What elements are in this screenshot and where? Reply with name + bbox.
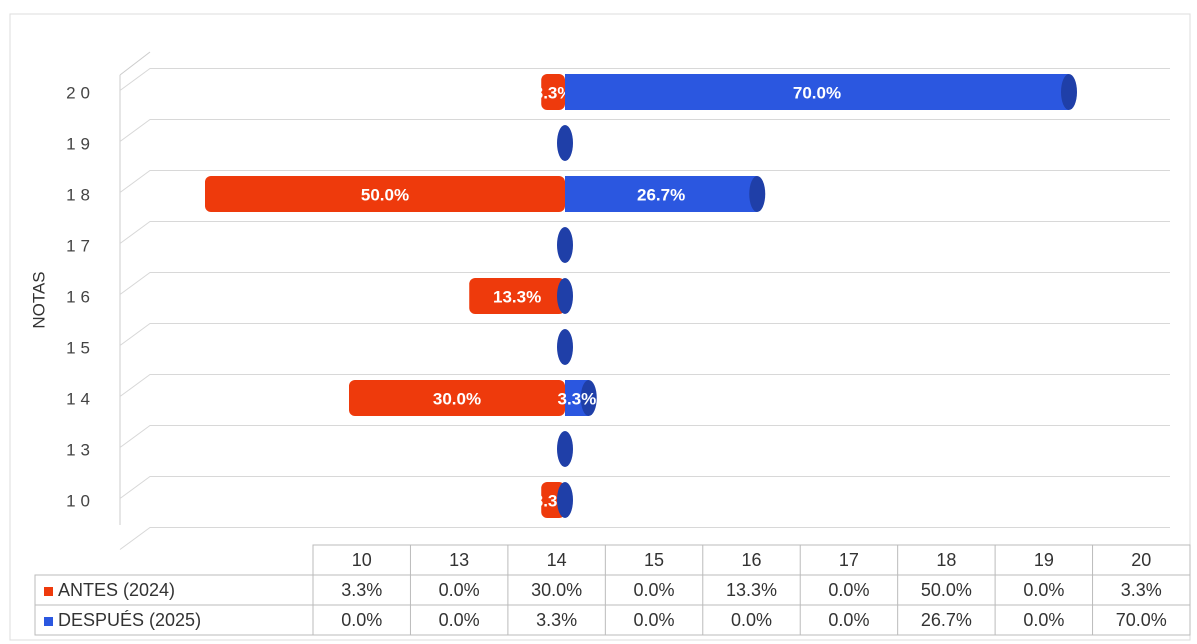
bar [469,278,565,314]
table-cell: 50.0% [921,580,972,600]
table-cell: 0.0% [634,580,675,600]
bar-value-label: 70.0% [793,83,841,102]
table-header: 18 [936,550,956,570]
bar-cap [580,380,597,416]
table-cell: 3.3% [341,580,382,600]
table-cell: 3.3% [1121,580,1162,600]
legend-label: ANTES (2024) [58,580,175,600]
table-cell: 0.0% [828,580,869,600]
legend-label: DESPUÉS (2025) [58,610,201,630]
grid-line [119,119,1170,142]
data-table: 10 13 14 15 16 17 18 19 20 ANTES (2024) 3.3% 0.0% 30… [34,544,1191,636]
bar-cap [557,125,573,161]
bar-value-label: 50.0% [361,185,409,204]
grid-line [119,272,1170,295]
table-header: 16 [741,550,761,570]
bar [349,380,565,416]
y-tick-label: 19 [66,134,95,153]
grid-line [119,374,1170,397]
y-tick-label: 10 [66,491,95,510]
y-tick-label: 15 [66,338,95,357]
table-cell: 26.7% [921,610,972,630]
chart-frame [9,13,1191,641]
table-cell: 0.0% [439,580,480,600]
table-header: 15 [644,550,664,570]
legend-swatch [44,617,53,626]
table-cell: 0.0% [1023,610,1064,630]
bar-value-label: 3.3% [558,389,597,408]
y-tick-label: 18 [66,185,95,204]
grid-line [119,476,1170,499]
bar [541,74,565,110]
bar-cap [1061,74,1077,110]
bar-cap [557,227,573,263]
y-tick-label: 14 [66,389,95,408]
bar [565,176,758,212]
table-cell: 0.0% [828,610,869,630]
bar-cap [749,176,766,212]
bar-cap [557,431,573,467]
grid-line [119,170,1170,193]
table-header: 10 [352,550,372,570]
grid-line [119,425,1170,448]
y-tick-label: 20 [66,83,95,102]
bar-cap [557,329,573,365]
table-cell: 0.0% [731,610,772,630]
table-cell: 0.0% [439,610,480,630]
table-header: 20 [1131,550,1151,570]
table-header: 14 [547,550,567,570]
bar-value-label: 30.0% [433,389,481,408]
wall [119,51,151,525]
bar [565,74,1069,110]
y-tick-label: 17 [66,236,95,255]
grid-line [119,68,1170,91]
legend-swatch [44,587,53,596]
bar-cap [557,482,573,518]
table-header: 19 [1034,550,1054,570]
y-tick-label: 16 [66,287,95,306]
grid-line [119,527,1170,550]
table-cell: 0.0% [341,610,382,630]
grid-line [119,221,1170,244]
bar-value-label: 26.7% [637,185,685,204]
grid-line [119,323,1170,346]
bar [205,176,565,212]
y-axis-label: NOTAS [29,271,48,328]
bar-value-label: 3.3% [534,83,573,102]
table-cell: 13.3% [726,580,777,600]
table-header: 17 [839,550,859,570]
bar-value-label: 13.3% [493,287,541,306]
table-cell: 3.3% [536,610,577,630]
table-cell: 70.0% [1116,610,1167,630]
table-cell: 30.0% [531,580,582,600]
y-tick-label: 13 [66,440,95,459]
table-cell: 0.0% [634,610,675,630]
table-cell: 0.0% [1023,580,1064,600]
bar-cap [557,278,573,314]
table-header: 13 [449,550,469,570]
